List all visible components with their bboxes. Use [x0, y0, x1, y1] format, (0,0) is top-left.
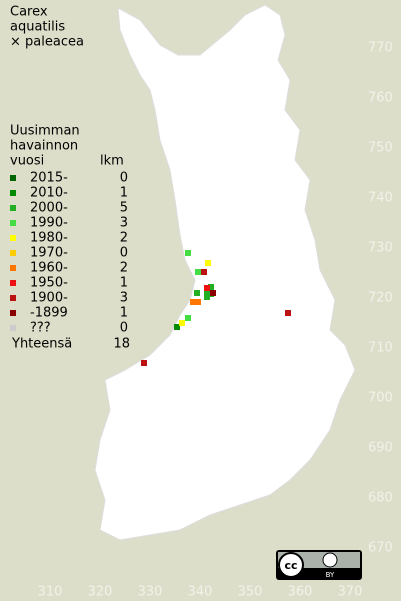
- observation: [204, 285, 210, 291]
- x-grid-label: 340: [188, 585, 213, 600]
- legend-swatch: [10, 175, 16, 181]
- observation: [204, 294, 210, 300]
- title-line: aquatilis: [10, 20, 65, 35]
- observation: [185, 250, 191, 256]
- cc-text: cc: [284, 559, 297, 572]
- legend-label: 1900-: [30, 291, 68, 306]
- by-icon: [322, 552, 338, 568]
- legend-count: 1: [120, 186, 128, 201]
- finland-outline: [94, 4, 356, 541]
- x-grid-label: 360: [288, 585, 313, 600]
- legend-swatch: [10, 325, 16, 331]
- y-grid-label: 680: [368, 491, 393, 506]
- observation: [194, 290, 200, 296]
- observation: [201, 269, 207, 275]
- y-grid-label: 700: [368, 391, 393, 406]
- y-grid-label: 770: [368, 41, 393, 56]
- y-grid-label: 760: [368, 91, 393, 106]
- legend-label: 2000-: [30, 201, 68, 216]
- legend-swatch: [10, 310, 16, 316]
- by-text: BY: [326, 571, 335, 579]
- observation: [208, 284, 214, 290]
- legend-count: 0: [120, 246, 128, 261]
- y-grid-label: 740: [368, 191, 393, 206]
- legend-label: 2010-: [30, 186, 68, 201]
- legend-count: 3: [120, 291, 128, 306]
- legend-label: 1970-: [30, 246, 68, 261]
- y-grid-label: 690: [368, 441, 393, 456]
- x-grid-label: 350: [238, 585, 263, 600]
- legend-count: 0: [120, 171, 128, 186]
- title-line: × paleacea: [10, 35, 84, 50]
- cc-icon: [278, 552, 304, 578]
- total-count: 18: [113, 337, 130, 352]
- legend-count: 5: [120, 201, 128, 216]
- legend-swatch: [10, 190, 16, 196]
- observation: [174, 324, 180, 330]
- legend-label: ???: [30, 321, 51, 336]
- title-line: Carex: [10, 5, 48, 20]
- observation: [141, 360, 147, 366]
- x-grid-label: 370: [338, 585, 363, 600]
- observation: [195, 299, 201, 305]
- observation: [204, 290, 210, 296]
- legend-header: havainnon: [10, 139, 78, 154]
- y-grid-label: 670: [368, 541, 393, 556]
- observation: [185, 315, 191, 321]
- legend-header: Uusimman: [10, 124, 80, 139]
- legend-count: 1: [120, 306, 128, 321]
- legend-swatch: [10, 265, 16, 271]
- legend-count: 1: [120, 276, 128, 291]
- observation: [195, 269, 201, 275]
- x-grid-label: 330: [138, 585, 163, 600]
- legend-header: vuosi: [10, 154, 44, 169]
- observation: [205, 260, 211, 266]
- legend-count: 2: [120, 231, 128, 246]
- legend-swatch: [10, 295, 16, 301]
- legend-swatch: [10, 280, 16, 286]
- y-grid-label: 710: [368, 341, 393, 356]
- legend-label: -1899: [30, 306, 68, 321]
- legend-label: 2015-: [30, 171, 68, 186]
- count-header: lkm: [100, 154, 124, 169]
- x-grid-label: 320: [88, 585, 113, 600]
- y-grid-label: 720: [368, 291, 393, 306]
- legend-swatch: [10, 250, 16, 256]
- cc-badge: cc BY: [276, 550, 362, 580]
- legend-swatch: [10, 220, 16, 226]
- observation: [210, 290, 216, 296]
- legend-label: 1950-: [30, 276, 68, 291]
- legend-swatch: [10, 235, 16, 241]
- legend-count: 2: [120, 261, 128, 276]
- observation: [190, 299, 196, 305]
- observation: [179, 320, 185, 326]
- legend-swatch: [10, 205, 16, 211]
- x-grid-label: 310: [38, 585, 63, 600]
- total-label: Yhteensä: [11, 337, 72, 352]
- observation: [285, 310, 291, 316]
- legend-count: 0: [120, 321, 128, 336]
- y-grid-label: 730: [368, 241, 393, 256]
- y-grid-label: 750: [368, 141, 393, 156]
- legend-label: 1980-: [30, 231, 68, 246]
- legend-count: 3: [120, 216, 128, 231]
- legend-label: 1990-: [30, 216, 68, 231]
- legend-label: 1960-: [30, 261, 68, 276]
